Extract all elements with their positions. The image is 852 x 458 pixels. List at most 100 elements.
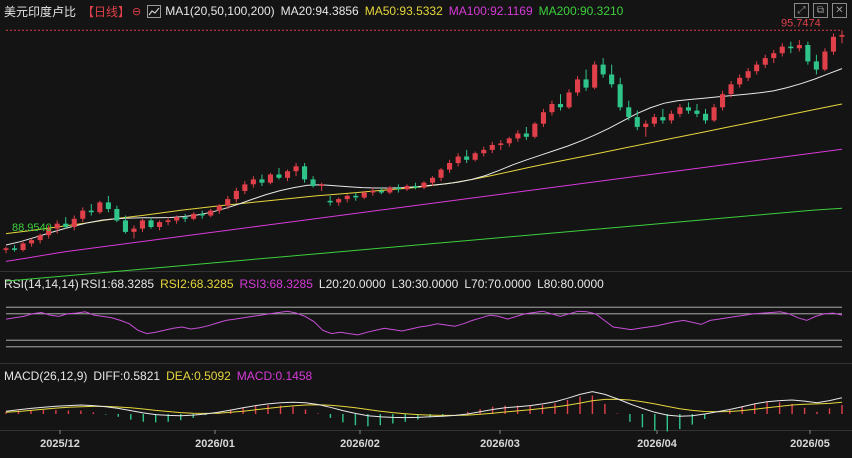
candle-body <box>549 104 555 113</box>
l20-value: L20:20.0000 <box>318 277 386 291</box>
candle-body <box>762 58 768 65</box>
candle-body <box>191 213 197 219</box>
period-selector[interactable]: 【日线】 <box>82 4 131 19</box>
candle-body <box>233 190 239 200</box>
candle-body <box>745 71 751 78</box>
candle-body <box>165 220 171 222</box>
x-tick-label: 2025/12 <box>40 438 80 450</box>
candle-body <box>97 202 103 213</box>
candle-body <box>557 104 563 108</box>
candle-body <box>3 248 9 250</box>
candle-body <box>634 117 640 127</box>
candle-body <box>293 166 299 172</box>
candle-body <box>481 149 487 154</box>
rsi1-value: RSI1:68.3285 <box>80 277 155 291</box>
candle-body <box>285 171 291 178</box>
ma-chart-icon[interactable] <box>147 4 162 18</box>
ma50-value: MA50:93.5332 <box>364 4 443 18</box>
candle-body <box>523 133 529 137</box>
candle-body <box>46 228 52 236</box>
x-tick-label: 2026/03 <box>480 438 520 450</box>
candle-body <box>626 107 632 118</box>
candle-body <box>412 186 418 188</box>
macd-header: MACD(26,12,9) DIFF:0.5821 DEA:0.5092 MAC… <box>4 366 318 386</box>
macd-label[interactable]: MACD(26,12,9) <box>4 369 88 383</box>
candle-body <box>472 153 478 160</box>
candle-body <box>139 220 145 229</box>
candle-body <box>651 117 657 124</box>
candle-body <box>105 202 111 209</box>
candle-body <box>353 195 359 198</box>
candle-body <box>839 35 845 37</box>
candle-body <box>788 46 794 49</box>
candle-body <box>566 92 572 108</box>
macd-value: MACD:0.1458 <box>236 369 313 383</box>
ma50-line <box>5 103 843 235</box>
candle-body <box>276 174 282 178</box>
candle-body <box>720 94 726 108</box>
candle-body <box>182 217 188 219</box>
pane-separator-rsi <box>0 271 852 272</box>
ma100-value: MA100:92.1169 <box>448 4 533 18</box>
candle-body <box>336 199 342 203</box>
candle-body <box>378 190 384 193</box>
candle-body <box>327 200 333 203</box>
ma100-line <box>5 148 843 262</box>
l80-value: L80:80.0000 <box>537 277 604 291</box>
candle-body <box>660 117 666 121</box>
candle-body <box>575 79 581 93</box>
ma-indicator-label[interactable]: MA1(20,50,100,200) <box>165 4 275 18</box>
candle-body <box>29 240 35 244</box>
ma200-line <box>5 207 843 282</box>
expand-icon[interactable]: ⤢ <box>794 3 809 18</box>
candle-body <box>259 179 265 183</box>
candle-body <box>148 220 154 227</box>
candle-body <box>88 210 94 213</box>
rsi-label[interactable]: RSI(14,14,14) <box>4 277 79 291</box>
pane-separator-axis <box>0 430 852 431</box>
x-tick-label: 2026/05 <box>790 438 830 450</box>
toggle-circle-icon[interactable]: ⊖ <box>132 5 142 18</box>
dea-value: DEA:0.5092 <box>166 369 231 383</box>
candle-body <box>668 113 674 121</box>
candle-body <box>157 222 163 227</box>
candle-body <box>80 210 86 219</box>
x-axis: 2025/12 2026/01 2026/02 2026/03 2026/04 2026/… <box>40 430 830 450</box>
candle-body <box>617 84 623 108</box>
candle-body <box>361 192 367 198</box>
candle-body <box>813 61 819 70</box>
candle-body <box>344 195 350 200</box>
candle-body <box>370 190 376 193</box>
candle-body <box>199 213 205 216</box>
macd-pane <box>5 391 843 432</box>
ma200-value: MA200:90.3210 <box>538 4 624 18</box>
candle-body <box>267 174 273 183</box>
candle-body <box>63 223 69 227</box>
candle-body <box>643 123 649 127</box>
x-tick-label: 2026/02 <box>340 438 380 450</box>
macd-dea-line <box>5 398 843 416</box>
candle-body <box>242 184 248 191</box>
candle-body <box>737 77 743 85</box>
candle-body <box>421 182 427 188</box>
candle-body <box>498 143 504 145</box>
candle-body <box>830 36 836 52</box>
l30-value: L30:30.0000 <box>391 277 459 291</box>
candle-body <box>711 107 717 121</box>
candle-body <box>489 145 495 150</box>
candle-body <box>464 156 470 160</box>
candle-body <box>174 217 180 221</box>
candle-body <box>438 169 444 178</box>
diff-value: DIFF:0.5821 <box>93 369 161 383</box>
candle-body <box>754 64 760 72</box>
high-price-label: 95.7474 <box>781 17 821 29</box>
candle-body <box>71 218 77 227</box>
restore-icon[interactable]: ⧉ <box>813 3 828 18</box>
candle-body <box>805 45 811 62</box>
candle-body <box>677 107 683 114</box>
rsi-line <box>5 310 843 336</box>
candle-body <box>250 179 256 185</box>
low-price-label: 88.9540 <box>12 222 52 234</box>
close-icon[interactable]: ✕ <box>832 3 847 18</box>
